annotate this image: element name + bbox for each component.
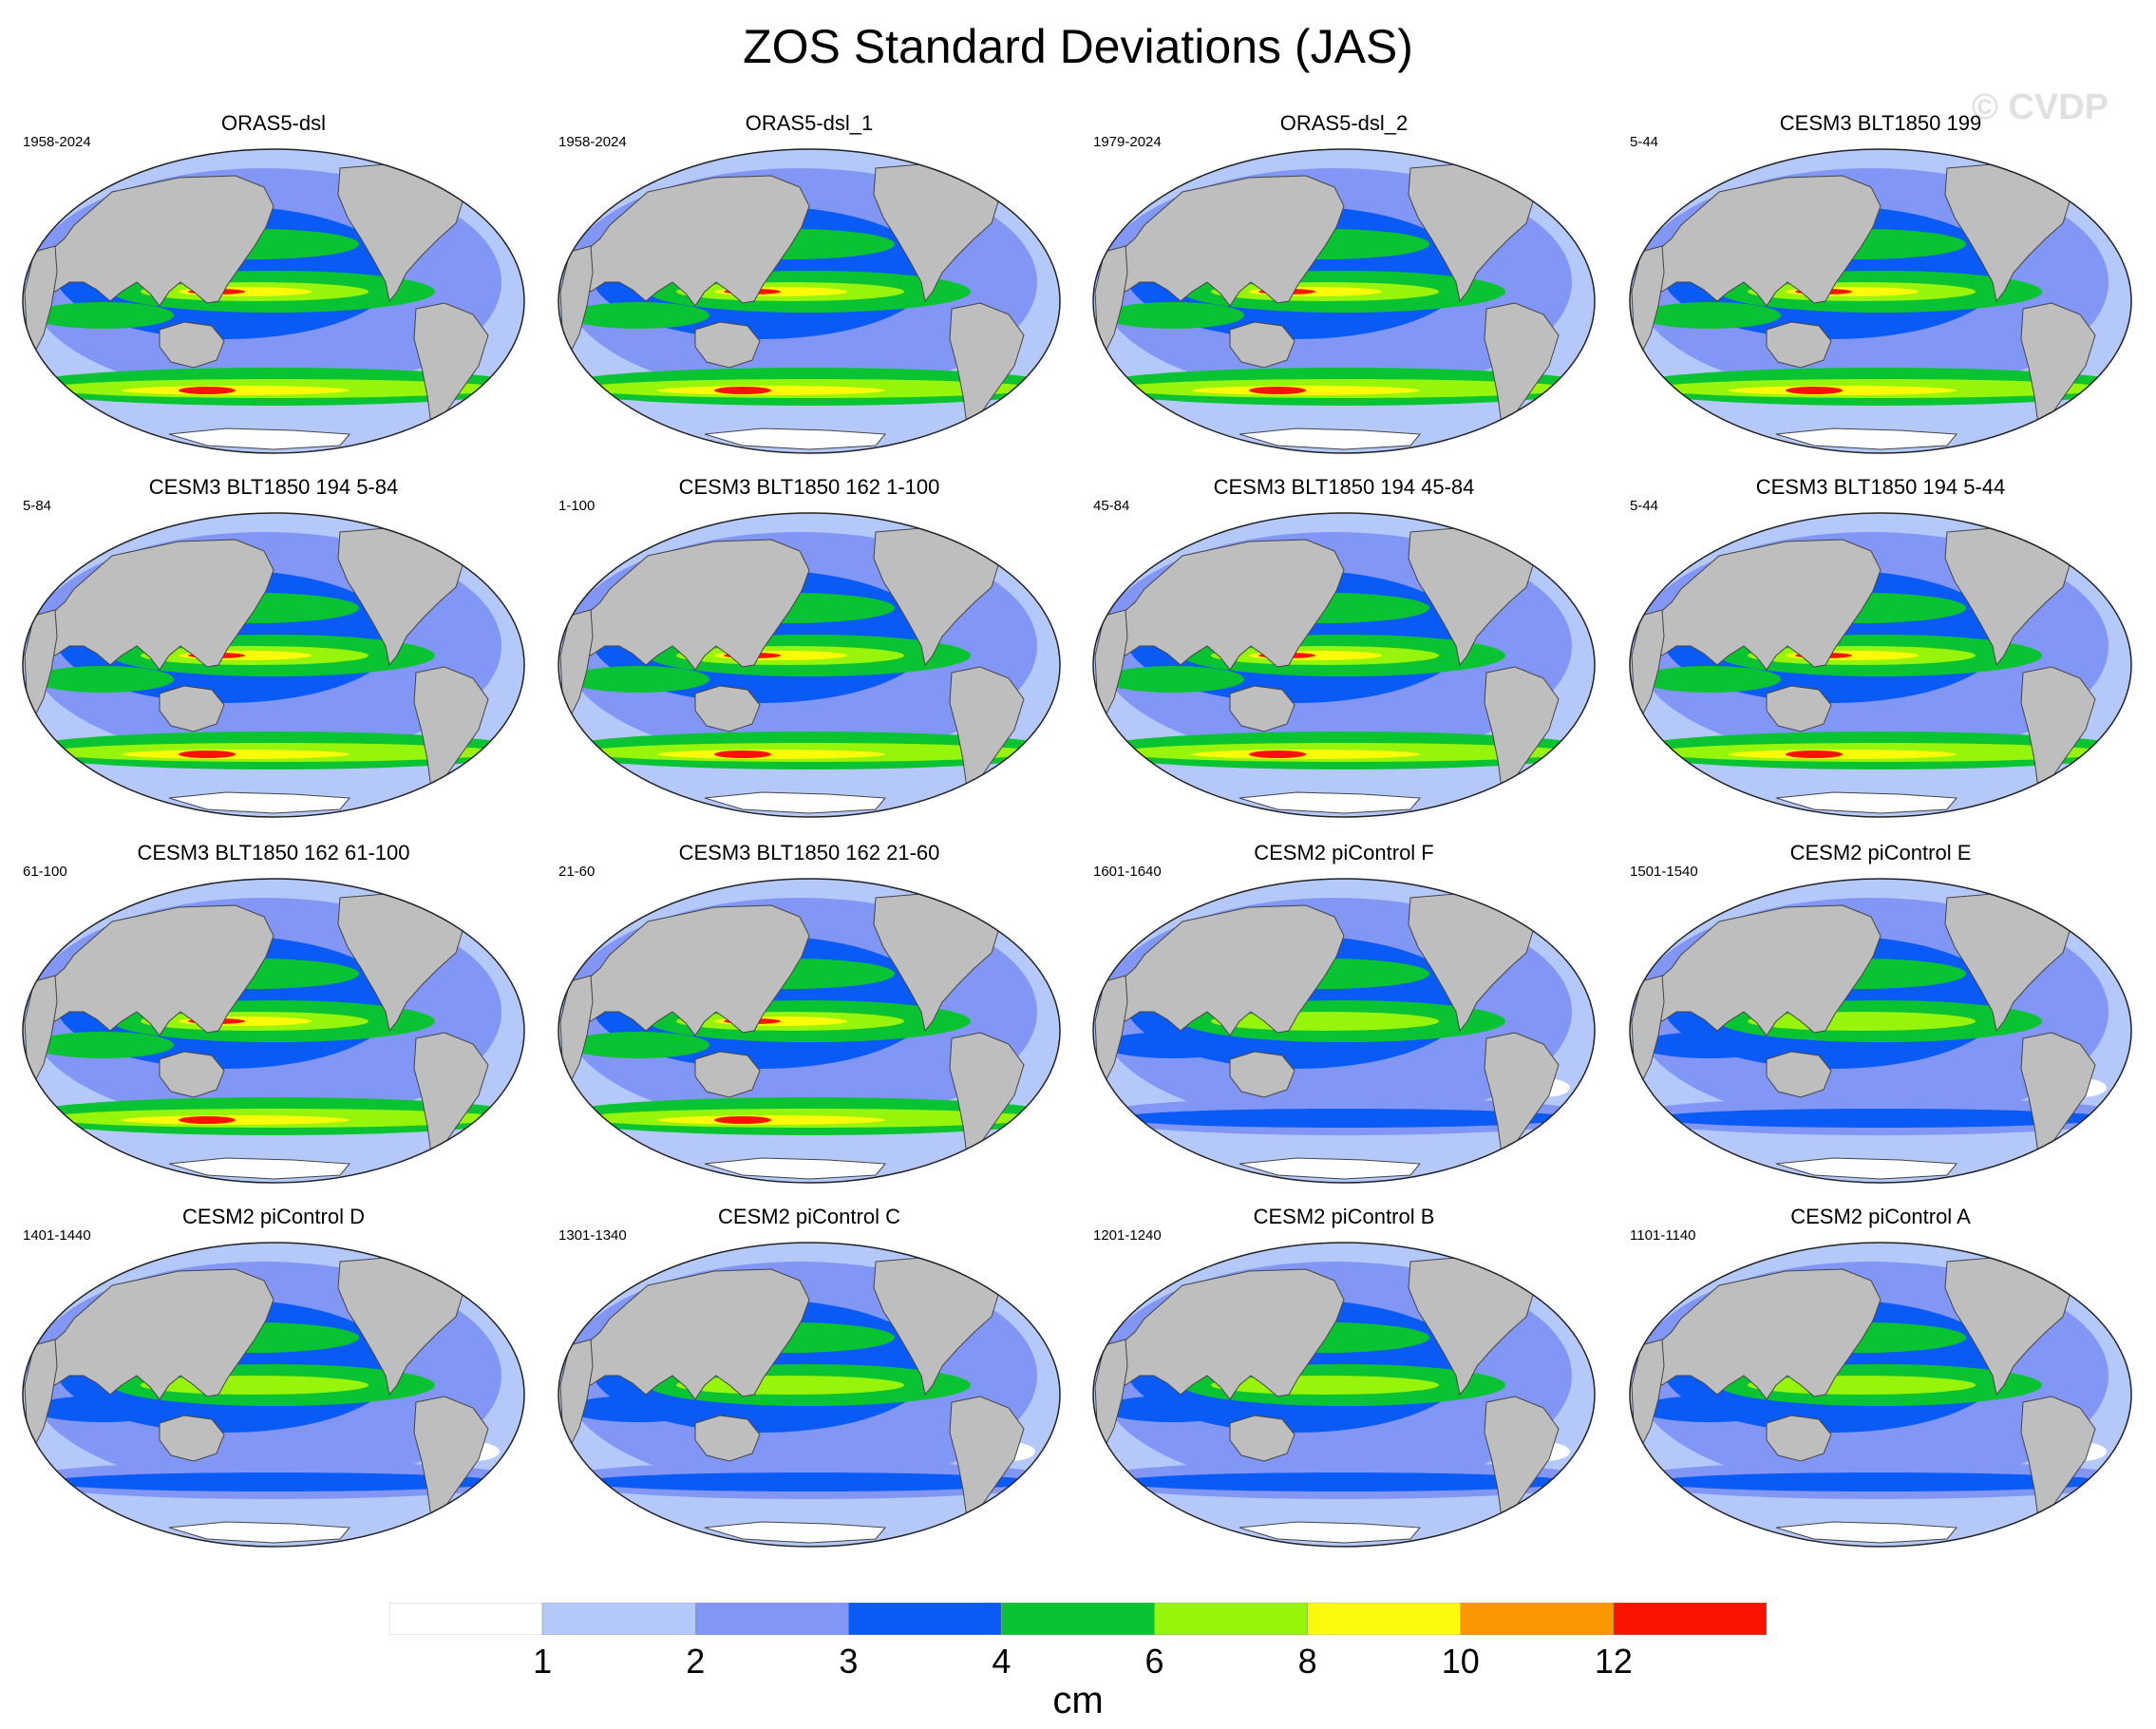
colorbar-tick-label: 10	[1441, 1642, 1480, 1681]
colorbar-swatch	[1001, 1603, 1155, 1635]
colorbar-swatch	[541, 1603, 696, 1635]
map-panel: CESM3 BLT1850 194 5-44 5-44	[1624, 475, 2137, 826]
world-map	[22, 878, 525, 1184]
world-map	[558, 1242, 1061, 1548]
colorbar-tick-label: 3	[839, 1642, 859, 1681]
world-map	[1629, 148, 2132, 454]
map-panel: CESM2 piControl F 1601-1640	[1087, 841, 1600, 1192]
colorbar-tick-label: 12	[1594, 1642, 1633, 1681]
colorbar-swatch	[389, 1603, 543, 1635]
panel-years: 1979-2024	[1093, 134, 1162, 150]
panel-title: CESM3 BLT1850 199	[1779, 111, 1982, 135]
panel-title: CESM3 BLT1850 162 61-100	[137, 841, 410, 864]
colorbar-swatch	[694, 1603, 849, 1635]
world-map	[558, 878, 1061, 1184]
world-map	[1092, 1242, 1596, 1548]
panel-years: 1601-1640	[1093, 864, 1162, 880]
map-panel: CESM3 BLT1850 162 1-100 1-100	[553, 475, 1066, 826]
panel-title: CESM3 BLT1850 194 5-44	[1755, 475, 2006, 499]
colorbar	[389, 1603, 1767, 1635]
panel-years: 5-44	[1630, 498, 1659, 514]
world-map	[22, 512, 525, 818]
panel-years: 1501-1540	[1630, 864, 1698, 880]
colorbar-swatch	[1460, 1603, 1615, 1635]
panel-years: 1201-1240	[1093, 1227, 1162, 1244]
panel-title: CESM3 BLT1850 194 45-84	[1213, 475, 1475, 499]
panel-title: CESM3 BLT1850 194 5-84	[148, 475, 399, 499]
map-panel: CESM3 BLT1850 194 5-84 5-84	[17, 475, 530, 826]
map-panel: CESM3 BLT1850 194 45-84 45-84	[1087, 475, 1600, 826]
map-panel: CESM2 piControl E 1501-1540	[1624, 841, 2137, 1192]
panel-title: CESM3 BLT1850 162 21-60	[678, 841, 940, 864]
cvdp-watermark: © CVDP	[1971, 87, 2109, 127]
world-map	[1092, 512, 1596, 818]
colorbar-tick-label: 6	[1144, 1642, 1164, 1681]
panel-title: ORAS5-dsl	[220, 111, 327, 135]
map-panel: CESM2 piControl C 1301-1340	[553, 1205, 1066, 1556]
map-panel: CESM3 BLT1850 162 21-60 21-60	[553, 841, 1066, 1192]
map-panel: ORAS5-dsl_2 1979-2024	[1087, 111, 1600, 463]
world-map	[1629, 878, 2132, 1184]
panel-years: 1-100	[558, 498, 596, 514]
colorbar-swatch	[1307, 1603, 1462, 1635]
world-map	[22, 1242, 525, 1548]
colorbar-swatch	[848, 1603, 1002, 1635]
panel-years: 1958-2024	[558, 134, 627, 150]
map-panel: ORAS5-dsl_1 1958-2024	[553, 111, 1066, 463]
panel-years: 1301-1340	[558, 1227, 627, 1244]
map-panel: ORAS5-dsl 1958-2024	[17, 111, 530, 463]
panel-title: CESM2 piControl D	[182, 1205, 365, 1228]
panel-title: CESM2 piControl F	[1254, 841, 1434, 864]
world-map	[22, 148, 525, 454]
colorbar-swatch	[1154, 1603, 1308, 1635]
map-panel: CESM2 piControl B 1201-1240	[1087, 1205, 1600, 1556]
colorbar-units: cm	[1052, 1680, 1104, 1721]
world-map	[558, 148, 1061, 454]
panel-title: CESM2 piControl E	[1789, 841, 1972, 864]
panel-years: 1958-2024	[23, 134, 91, 150]
figure-title: ZOS Standard Deviations (JAS)	[743, 20, 1413, 73]
map-panel: CESM2 piControl A 1101-1140	[1624, 1205, 2137, 1556]
colorbar-swatch	[1613, 1603, 1767, 1635]
panel-title: ORAS5-dsl_2	[1279, 111, 1409, 135]
map-panel: CESM3 BLT1850 199 5-44	[1624, 111, 2137, 463]
panel-title: CESM2 piControl B	[1253, 1205, 1435, 1228]
panel-years: 61-100	[23, 864, 67, 880]
panel-years: 21-60	[558, 864, 596, 880]
panel-years: 45-84	[1093, 498, 1130, 514]
panel-years: 1401-1440	[23, 1227, 91, 1244]
colorbar-tick-label: 4	[992, 1642, 1012, 1681]
world-map	[1092, 148, 1596, 454]
colorbar-tick-label: 8	[1297, 1642, 1317, 1681]
world-map	[558, 512, 1061, 818]
panel-years: 5-84	[23, 498, 52, 514]
panel-title: CESM3 BLT1850 162 1-100	[678, 475, 940, 499]
panel-title: CESM2 piControl A	[1790, 1205, 1971, 1228]
colorbar-tick-label: 2	[686, 1642, 706, 1681]
world-map	[1629, 512, 2132, 818]
world-map	[1092, 878, 1596, 1184]
panel-years: 1101-1140	[1630, 1227, 1696, 1244]
panel-title: CESM2 piControl C	[718, 1205, 900, 1228]
panel-years: 5-44	[1630, 134, 1659, 150]
colorbar-tick-label: 1	[533, 1642, 553, 1681]
map-panel: CESM3 BLT1850 162 61-100 61-100	[17, 841, 530, 1192]
map-panel: CESM2 piControl D 1401-1440	[17, 1205, 530, 1556]
world-map	[1629, 1242, 2132, 1548]
panel-title: ORAS5-dsl_1	[745, 111, 874, 135]
